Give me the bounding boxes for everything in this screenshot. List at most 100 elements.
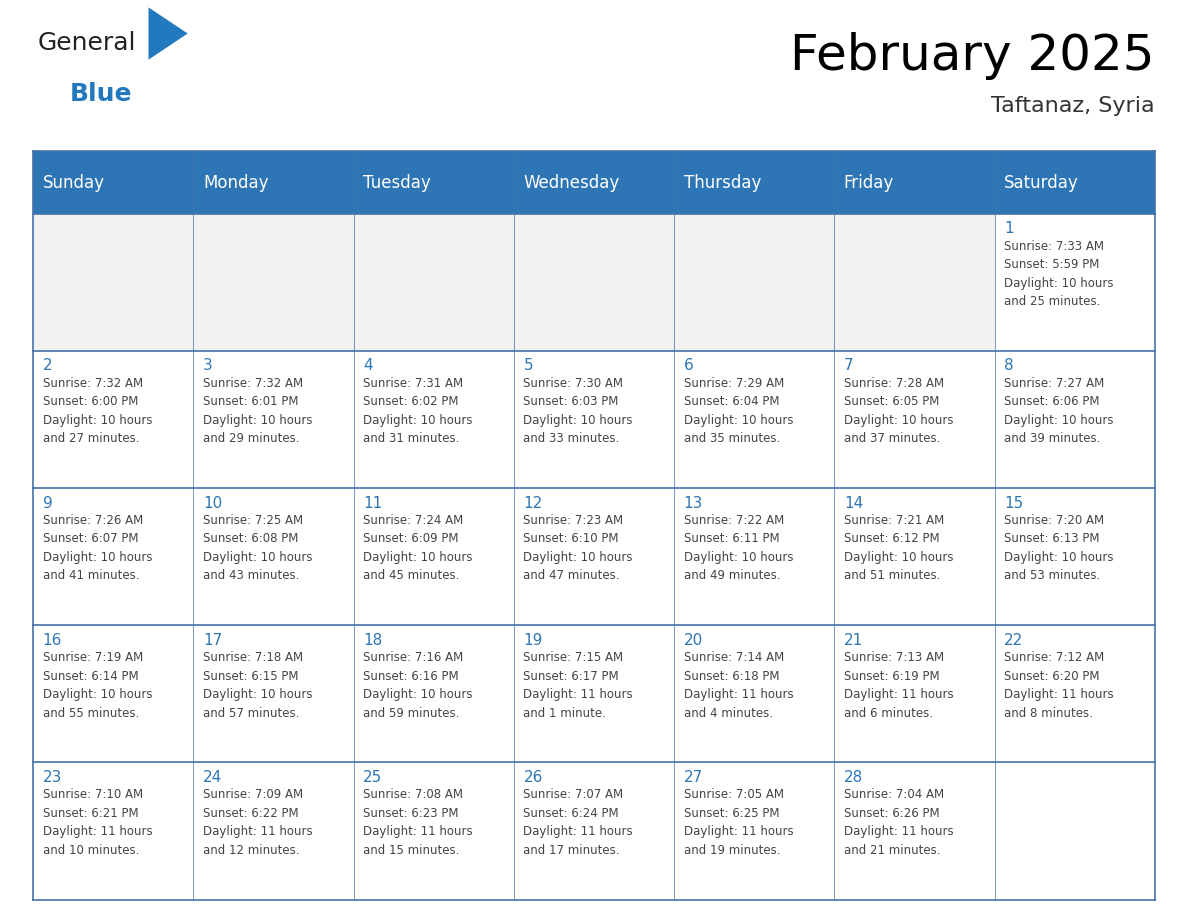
- FancyBboxPatch shape: [194, 488, 354, 625]
- Text: 9: 9: [43, 496, 52, 510]
- Text: 6: 6: [683, 358, 694, 374]
- FancyBboxPatch shape: [354, 151, 514, 214]
- Text: Sunrise: 7:28 AM
Sunset: 6:05 PM
Daylight: 10 hours
and 37 minutes.: Sunrise: 7:28 AM Sunset: 6:05 PM Dayligh…: [843, 376, 953, 445]
- Text: Sunrise: 7:10 AM
Sunset: 6:21 PM
Daylight: 11 hours
and 10 minutes.: Sunrise: 7:10 AM Sunset: 6:21 PM Dayligh…: [43, 789, 152, 856]
- FancyBboxPatch shape: [834, 488, 994, 625]
- FancyBboxPatch shape: [834, 214, 994, 351]
- Text: Sunrise: 7:26 AM
Sunset: 6:07 PM
Daylight: 10 hours
and 41 minutes.: Sunrise: 7:26 AM Sunset: 6:07 PM Dayligh…: [43, 514, 152, 582]
- Text: Sunrise: 7:13 AM
Sunset: 6:19 PM
Daylight: 11 hours
and 6 minutes.: Sunrise: 7:13 AM Sunset: 6:19 PM Dayligh…: [843, 651, 954, 720]
- FancyBboxPatch shape: [33, 763, 194, 900]
- FancyBboxPatch shape: [194, 351, 354, 488]
- FancyBboxPatch shape: [33, 151, 194, 214]
- Text: Tuesday: Tuesday: [364, 174, 431, 192]
- Text: Sunrise: 7:30 AM
Sunset: 6:03 PM
Daylight: 10 hours
and 33 minutes.: Sunrise: 7:30 AM Sunset: 6:03 PM Dayligh…: [524, 376, 633, 445]
- FancyBboxPatch shape: [674, 351, 834, 488]
- Text: 26: 26: [524, 770, 543, 785]
- FancyBboxPatch shape: [834, 625, 994, 763]
- Text: Sunrise: 7:18 AM
Sunset: 6:15 PM
Daylight: 10 hours
and 57 minutes.: Sunrise: 7:18 AM Sunset: 6:15 PM Dayligh…: [203, 651, 312, 720]
- FancyBboxPatch shape: [994, 763, 1155, 900]
- Text: 15: 15: [1004, 496, 1023, 510]
- Text: Thursday: Thursday: [683, 174, 762, 192]
- Text: Sunrise: 7:29 AM
Sunset: 6:04 PM
Daylight: 10 hours
and 35 minutes.: Sunrise: 7:29 AM Sunset: 6:04 PM Dayligh…: [683, 376, 794, 445]
- Text: Sunrise: 7:21 AM
Sunset: 6:12 PM
Daylight: 10 hours
and 51 minutes.: Sunrise: 7:21 AM Sunset: 6:12 PM Dayligh…: [843, 514, 953, 582]
- FancyBboxPatch shape: [354, 488, 514, 625]
- Text: Sunrise: 7:05 AM
Sunset: 6:25 PM
Daylight: 11 hours
and 19 minutes.: Sunrise: 7:05 AM Sunset: 6:25 PM Dayligh…: [683, 789, 794, 856]
- Text: 24: 24: [203, 770, 222, 785]
- FancyBboxPatch shape: [834, 763, 994, 900]
- Text: Sunrise: 7:27 AM
Sunset: 6:06 PM
Daylight: 10 hours
and 39 minutes.: Sunrise: 7:27 AM Sunset: 6:06 PM Dayligh…: [1004, 376, 1113, 445]
- FancyBboxPatch shape: [994, 151, 1155, 214]
- FancyBboxPatch shape: [33, 351, 194, 488]
- Text: 16: 16: [43, 633, 62, 648]
- FancyBboxPatch shape: [33, 214, 194, 351]
- FancyBboxPatch shape: [514, 151, 674, 214]
- Text: 4: 4: [364, 358, 373, 374]
- Text: 11: 11: [364, 496, 383, 510]
- Text: Sunrise: 7:15 AM
Sunset: 6:17 PM
Daylight: 11 hours
and 1 minute.: Sunrise: 7:15 AM Sunset: 6:17 PM Dayligh…: [524, 651, 633, 720]
- FancyBboxPatch shape: [354, 214, 514, 351]
- Text: 10: 10: [203, 496, 222, 510]
- FancyBboxPatch shape: [994, 214, 1155, 351]
- FancyBboxPatch shape: [354, 763, 514, 900]
- Text: Sunrise: 7:33 AM
Sunset: 5:59 PM
Daylight: 10 hours
and 25 minutes.: Sunrise: 7:33 AM Sunset: 5:59 PM Dayligh…: [1004, 240, 1113, 308]
- Text: Sunrise: 7:23 AM
Sunset: 6:10 PM
Daylight: 10 hours
and 47 minutes.: Sunrise: 7:23 AM Sunset: 6:10 PM Dayligh…: [524, 514, 633, 582]
- FancyBboxPatch shape: [674, 763, 834, 900]
- Text: 18: 18: [364, 633, 383, 648]
- Text: 3: 3: [203, 358, 213, 374]
- Text: Sunrise: 7:04 AM
Sunset: 6:26 PM
Daylight: 11 hours
and 21 minutes.: Sunrise: 7:04 AM Sunset: 6:26 PM Dayligh…: [843, 789, 954, 856]
- Text: 25: 25: [364, 770, 383, 785]
- Text: February 2025: February 2025: [790, 32, 1155, 80]
- FancyBboxPatch shape: [33, 488, 194, 625]
- Text: Sunrise: 7:19 AM
Sunset: 6:14 PM
Daylight: 10 hours
and 55 minutes.: Sunrise: 7:19 AM Sunset: 6:14 PM Dayligh…: [43, 651, 152, 720]
- FancyBboxPatch shape: [33, 625, 194, 763]
- Text: Sunday: Sunday: [43, 174, 105, 192]
- Text: Saturday: Saturday: [1004, 174, 1079, 192]
- Text: Sunrise: 7:20 AM
Sunset: 6:13 PM
Daylight: 10 hours
and 53 minutes.: Sunrise: 7:20 AM Sunset: 6:13 PM Dayligh…: [1004, 514, 1113, 582]
- Text: 2: 2: [43, 358, 52, 374]
- FancyBboxPatch shape: [514, 625, 674, 763]
- Text: 22: 22: [1004, 633, 1023, 648]
- Polygon shape: [148, 7, 188, 60]
- Text: Sunrise: 7:09 AM
Sunset: 6:22 PM
Daylight: 11 hours
and 12 minutes.: Sunrise: 7:09 AM Sunset: 6:22 PM Dayligh…: [203, 789, 312, 856]
- Text: 19: 19: [524, 633, 543, 648]
- Text: Sunrise: 7:14 AM
Sunset: 6:18 PM
Daylight: 11 hours
and 4 minutes.: Sunrise: 7:14 AM Sunset: 6:18 PM Dayligh…: [683, 651, 794, 720]
- FancyBboxPatch shape: [194, 763, 354, 900]
- FancyBboxPatch shape: [674, 625, 834, 763]
- Text: Sunrise: 7:32 AM
Sunset: 6:00 PM
Daylight: 10 hours
and 27 minutes.: Sunrise: 7:32 AM Sunset: 6:00 PM Dayligh…: [43, 376, 152, 445]
- FancyBboxPatch shape: [194, 625, 354, 763]
- Text: 7: 7: [843, 358, 853, 374]
- Text: 27: 27: [683, 770, 703, 785]
- Text: 12: 12: [524, 496, 543, 510]
- Text: Sunrise: 7:24 AM
Sunset: 6:09 PM
Daylight: 10 hours
and 45 minutes.: Sunrise: 7:24 AM Sunset: 6:09 PM Dayligh…: [364, 514, 473, 582]
- FancyBboxPatch shape: [994, 625, 1155, 763]
- Text: Sunrise: 7:12 AM
Sunset: 6:20 PM
Daylight: 11 hours
and 8 minutes.: Sunrise: 7:12 AM Sunset: 6:20 PM Dayligh…: [1004, 651, 1113, 720]
- Text: 5: 5: [524, 358, 533, 374]
- Text: Sunrise: 7:07 AM
Sunset: 6:24 PM
Daylight: 11 hours
and 17 minutes.: Sunrise: 7:07 AM Sunset: 6:24 PM Dayligh…: [524, 789, 633, 856]
- FancyBboxPatch shape: [674, 151, 834, 214]
- Text: 17: 17: [203, 633, 222, 648]
- Text: 20: 20: [683, 633, 703, 648]
- Text: General: General: [38, 31, 137, 55]
- Text: Wednesday: Wednesday: [524, 174, 620, 192]
- Text: Sunrise: 7:31 AM
Sunset: 6:02 PM
Daylight: 10 hours
and 31 minutes.: Sunrise: 7:31 AM Sunset: 6:02 PM Dayligh…: [364, 376, 473, 445]
- Text: Sunrise: 7:32 AM
Sunset: 6:01 PM
Daylight: 10 hours
and 29 minutes.: Sunrise: 7:32 AM Sunset: 6:01 PM Dayligh…: [203, 376, 312, 445]
- Text: 28: 28: [843, 770, 862, 785]
- Text: 21: 21: [843, 633, 862, 648]
- FancyBboxPatch shape: [354, 625, 514, 763]
- Text: Sunrise: 7:25 AM
Sunset: 6:08 PM
Daylight: 10 hours
and 43 minutes.: Sunrise: 7:25 AM Sunset: 6:08 PM Dayligh…: [203, 514, 312, 582]
- Text: 1: 1: [1004, 221, 1013, 236]
- Text: Sunrise: 7:16 AM
Sunset: 6:16 PM
Daylight: 10 hours
and 59 minutes.: Sunrise: 7:16 AM Sunset: 6:16 PM Dayligh…: [364, 651, 473, 720]
- FancyBboxPatch shape: [834, 351, 994, 488]
- Text: Friday: Friday: [843, 174, 895, 192]
- Text: 14: 14: [843, 496, 862, 510]
- FancyBboxPatch shape: [194, 151, 354, 214]
- Text: Monday: Monday: [203, 174, 268, 192]
- Text: Blue: Blue: [70, 82, 133, 106]
- Text: Sunrise: 7:08 AM
Sunset: 6:23 PM
Daylight: 11 hours
and 15 minutes.: Sunrise: 7:08 AM Sunset: 6:23 PM Dayligh…: [364, 789, 473, 856]
- Text: 23: 23: [43, 770, 62, 785]
- FancyBboxPatch shape: [514, 488, 674, 625]
- FancyBboxPatch shape: [674, 214, 834, 351]
- FancyBboxPatch shape: [514, 214, 674, 351]
- FancyBboxPatch shape: [994, 488, 1155, 625]
- FancyBboxPatch shape: [354, 351, 514, 488]
